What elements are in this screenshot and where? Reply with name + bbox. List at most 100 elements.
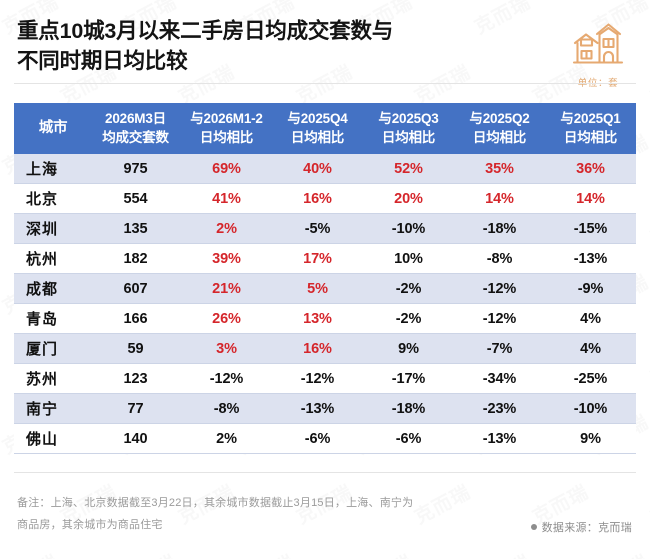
cell-vs-2025q1: -10% [545,393,636,425]
cell-city: 深圳 [14,213,90,245]
cell-vs-2025q4: -6% [272,423,363,455]
cell-vs-2026m12: 3% [181,333,272,365]
cell-city: 北京 [14,183,90,215]
house-icon [570,17,626,74]
column-header-vs-2025q4-line2: 日均相比 [290,130,345,146]
column-header-vs-2025q4: 与2025Q4 日均相比 [272,103,363,155]
cell-vs-2025q1: 4% [545,303,636,335]
unit-label: 单位：套 [578,75,618,89]
cell-city: 成都 [14,273,90,305]
cell-vs-2025q1: -25% [545,363,636,395]
cell-vs-2025q2: -23% [454,393,545,425]
column-header-vs-2025q2-line1: 与2025Q2 [469,111,530,126]
cell-vs-2026m12: 69% [181,154,272,185]
data-table-wrap: 城市 2026M3日 均成交套数 与2026M1-2 日均相比 与2025Q4 … [14,103,636,455]
cell-vs-2026m12: 21% [181,273,272,305]
cell-volume: 123 [90,363,181,395]
cell-vs-2025q2: -12% [454,303,545,335]
cell-volume: 77 [90,393,181,425]
cell-vs-2025q1: -9% [545,273,636,305]
cell-vs-2025q1: 14% [545,183,636,215]
cell-vs-2025q1: -15% [545,213,636,245]
column-header-vs-2025q3-line1: 与2025Q3 [378,111,439,126]
cell-vs-2025q3: -6% [363,423,454,455]
table-row: 成都 607 21% 5% -2% -12% -9% [14,273,636,305]
cell-volume: 975 [90,154,181,185]
cell-vs-2026m12: 41% [181,183,272,215]
cell-volume: 607 [90,273,181,305]
cell-vs-2025q3: -2% [363,303,454,335]
column-header-volume-line2: 均成交套数 [102,130,169,146]
cell-city: 上海 [14,154,90,185]
column-header-vs-2025q1: 与2025Q1 日均相比 [545,103,636,155]
footnote: 备注：上海、北京数据截至3月22日，其余城市数据截止3月15日，上海、南宁为 商… [17,492,487,536]
cell-vs-2025q3: -17% [363,363,454,395]
cell-vs-2025q3: 10% [363,243,454,275]
cell-city: 佛山 [14,423,90,455]
column-header-volume: 2026M3日 均成交套数 [90,103,181,155]
table-header-row: 城市 2026M3日 均成交套数 与2026M1-2 日均相比 与2025Q4 … [14,103,636,155]
cell-vs-2025q2: -13% [454,423,545,455]
cell-volume: 135 [90,213,181,245]
cell-volume: 554 [90,183,181,215]
data-table: 城市 2026M3日 均成交套数 与2026M1-2 日均相比 与2025Q4 … [14,103,636,455]
footnote-line-1: 备注：上海、北京数据截至3月22日，其余城市数据截止3月15日，上海、南宁为 [17,497,414,509]
table-row: 北京 554 41% 16% 20% 14% 14% [14,183,636,215]
cell-city: 杭州 [14,243,90,275]
table-head: 城市 2026M3日 均成交套数 与2026M1-2 日均相比 与2025Q4 … [14,103,636,155]
title-divider [14,83,636,84]
cell-vs-2026m12: -12% [181,363,272,395]
cell-vs-2025q2: -34% [454,363,545,395]
cell-vs-2025q2: 35% [454,154,545,185]
cell-vs-2026m12: -8% [181,393,272,425]
cell-volume: 140 [90,423,181,455]
cell-vs-2025q2: 14% [454,183,545,215]
cell-vs-2025q3: -10% [363,213,454,245]
bullet-dot-icon [530,524,537,530]
table-row: 厦门 59 3% 16% 9% -7% 4% [14,333,636,365]
table-row: 苏州 123 -12% -12% -17% -34% -25% [14,363,636,395]
cell-vs-2025q3: -18% [363,393,454,425]
column-header-vs-2025q3: 与2025Q3 日均相比 [363,103,454,155]
column-header-city: 城市 [14,103,90,155]
column-header-vs-2026m12-line2: 日均相比 [199,130,254,146]
cell-vs-2025q3: 52% [363,154,454,185]
column-header-vs-2026m12: 与2026M1-2 日均相比 [181,103,272,155]
cell-volume: 166 [90,303,181,335]
cell-city: 南宁 [14,393,90,425]
unit-block: 单位：套 [570,16,636,89]
cell-vs-2025q1: -13% [545,243,636,275]
cell-city: 苏州 [14,363,90,395]
cell-vs-2026m12: 39% [181,243,272,275]
table-row: 深圳 135 2% -5% -10% -18% -15% [14,213,636,245]
cell-vs-2026m12: 26% [181,303,272,335]
data-source: 数据来源：克而瑞 [530,519,632,535]
footnote-line-2: 商品房，其余城市为商品住宅 [17,519,163,531]
column-header-vs-2025q1-line2: 日均相比 [563,130,618,146]
column-header-vs-2025q2-line2: 日均相比 [472,130,527,146]
column-header-vs-2026m12-line1: 与2026M1-2 [190,111,263,126]
cell-volume: 59 [90,333,181,365]
cell-vs-2025q1: 4% [545,333,636,365]
cell-vs-2025q4: 16% [272,183,363,215]
cell-vs-2025q3: 9% [363,333,454,365]
cell-vs-2025q4: -13% [272,393,363,425]
cell-city: 厦门 [14,333,90,365]
table-body: 上海 975 69% 40% 52% 35% 36% 北京 554 41% 16% 20% 14% 14%… [14,154,636,455]
cell-vs-2025q4: 5% [272,273,363,305]
cell-volume: 182 [90,243,181,275]
table-row: 南宁 77 -8% -13% -18% -23% -10% [14,393,636,425]
column-header-vs-2025q1-line1: 与2025Q1 [560,111,621,126]
cell-city: 青岛 [14,303,90,335]
cell-vs-2025q2: -8% [454,243,545,275]
table-row: 佛山 140 2% -6% -6% -13% 9% [14,423,636,455]
data-source-label: 数据来源：克而瑞 [541,522,632,534]
column-header-city-line2: 城市 [38,119,68,136]
cell-vs-2025q2: -18% [454,213,545,245]
cell-vs-2025q4: 13% [272,303,363,335]
cell-vs-2025q4: 17% [272,243,363,275]
header: 重点10城3月以来二手房日均成交套数与 不同时期日均比较 [14,0,636,89]
cell-vs-2025q1: 36% [545,154,636,185]
column-header-vs-2025q4-line1: 与2025Q4 [287,111,348,126]
